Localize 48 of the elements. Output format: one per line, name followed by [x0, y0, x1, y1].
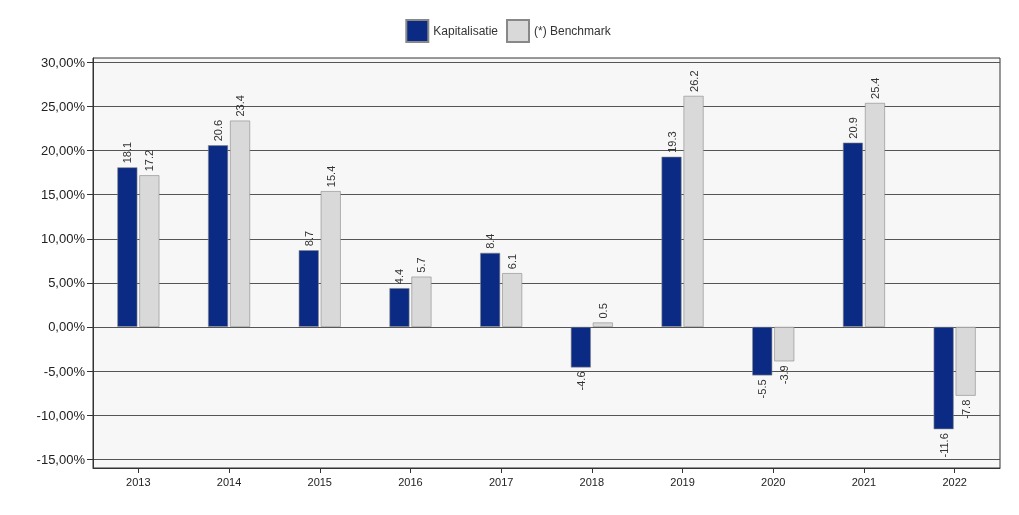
data-label: 6.1 — [506, 253, 519, 270]
data-label: -4.6 — [574, 371, 587, 391]
data-label: 23.4 — [234, 95, 247, 117]
data-label: 8.4 — [484, 233, 497, 249]
bar — [230, 120, 251, 327]
bar — [592, 322, 613, 327]
bar — [208, 145, 229, 327]
data-label: 20.9 — [846, 117, 859, 139]
x-tick-label: 2019 — [670, 475, 695, 488]
data-label: 8.7 — [302, 230, 315, 247]
data-label: 4.4 — [393, 268, 406, 285]
data-label: -5.5 — [756, 379, 769, 399]
y-tick-label: 0,00% — [48, 319, 86, 335]
data-label: 19.3 — [665, 131, 678, 153]
data-label: 15.4 — [324, 165, 337, 188]
y-tick-label: 20,00% — [40, 143, 86, 159]
y-tick-label: -15,00% — [36, 451, 86, 467]
y-tick-label: 30,00% — [40, 54, 86, 70]
x-tick-label: 2017 — [488, 475, 514, 488]
y-tick-label: 10,00% — [40, 231, 86, 247]
data-label: -7.8 — [959, 399, 972, 419]
bar — [864, 102, 885, 327]
data-label: -3.9 — [778, 365, 791, 385]
data-label: 26.2 — [687, 70, 700, 92]
bar — [570, 326, 591, 368]
x-tick-label: 2021 — [851, 475, 877, 488]
y-tick-label: -10,00% — [36, 407, 86, 423]
data-label: 20.6 — [212, 119, 225, 142]
data-label: 0.5 — [596, 303, 609, 319]
y-tick-label: 15,00% — [40, 187, 86, 203]
y-tick-label: -5,00% — [43, 363, 86, 379]
x-tick-label: 2020 — [761, 475, 786, 488]
data-label: -11.6 — [937, 433, 950, 458]
data-label: 18.1 — [121, 141, 134, 164]
x-tick-label: 2013 — [126, 475, 151, 488]
data-label: 25.4 — [868, 77, 881, 99]
x-tick-label: 2014 — [216, 475, 242, 488]
x-tick-label: 2016 — [398, 475, 423, 488]
data-label: 17.2 — [143, 149, 156, 172]
x-tick-label: 2015 — [307, 475, 332, 488]
legend-label: Kapitalisatie — [433, 24, 499, 38]
y-tick-label: 25,00% — [40, 98, 86, 114]
y-tick-label: 5,00% — [48, 275, 86, 291]
bar — [842, 142, 863, 327]
x-tick-label: 2018 — [579, 475, 605, 488]
x-tick-label: 2022 — [942, 475, 967, 488]
legend-label: (*) Benchmark — [534, 24, 612, 38]
data-label: 5.7 — [415, 257, 428, 273]
